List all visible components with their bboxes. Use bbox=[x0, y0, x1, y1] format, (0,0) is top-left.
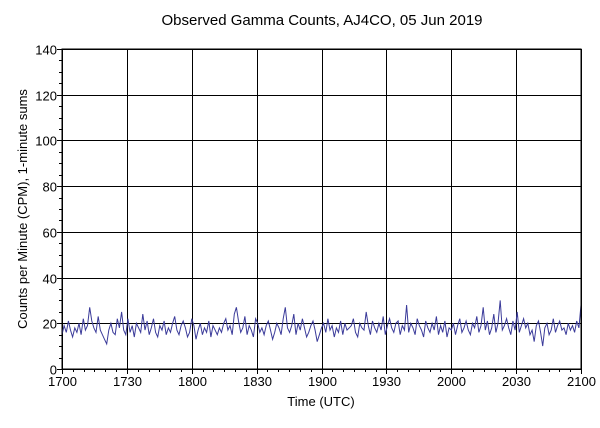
y-tick-label: 60 bbox=[43, 226, 57, 241]
plot-frame bbox=[61, 48, 582, 370]
x-axis-label: Time (UTC) bbox=[287, 394, 354, 409]
x-tick-label: 1730 bbox=[113, 374, 142, 389]
x-tick-label: 1930 bbox=[372, 374, 401, 389]
x-tick-label: 2100 bbox=[567, 374, 596, 389]
x-tick-label: 2030 bbox=[502, 374, 531, 389]
y-tick-label: 80 bbox=[43, 180, 57, 195]
x-tick-label: 1700 bbox=[48, 374, 77, 389]
y-tick-label: 100 bbox=[35, 134, 57, 149]
y-tick-label: 40 bbox=[43, 272, 57, 287]
y-tick-labels: 0 20 40 60 80 100 120 140 bbox=[35, 43, 57, 378]
x-tick-label: 2000 bbox=[437, 374, 466, 389]
y-tick-label: 20 bbox=[43, 317, 57, 332]
x-tick-label: 1900 bbox=[308, 374, 337, 389]
plot-grid bbox=[62, 49, 582, 370]
y-tick-label: 0 bbox=[50, 363, 57, 378]
gamma-count-series-line bbox=[61, 300, 582, 347]
x-tick-label: 1800 bbox=[178, 374, 207, 389]
x-tick-labels: 1700 1730 1800 1830 1900 1930 2000 2030 2100 bbox=[48, 374, 596, 389]
chart-title: Observed Gamma Counts, AJ4CO, 05 Jun 201… bbox=[162, 12, 483, 29]
x-tick-label: 1830 bbox=[243, 374, 272, 389]
y-tick-label: 120 bbox=[35, 89, 57, 104]
y-tick-label: 140 bbox=[35, 43, 57, 58]
y-axis-label: Counts per Minute (CPM), 1-minute sums bbox=[15, 89, 30, 329]
